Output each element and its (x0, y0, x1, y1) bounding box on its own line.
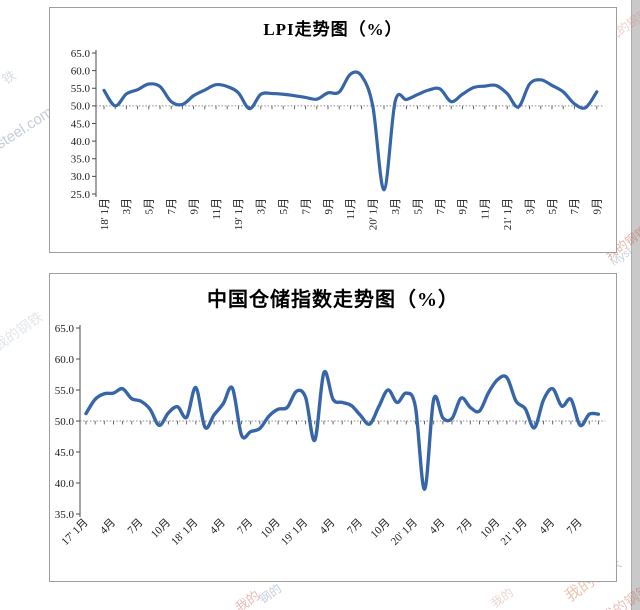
svg-text:25.0: 25.0 (71, 189, 91, 201)
svg-text:60.0: 60.0 (71, 65, 91, 77)
svg-text:50.0: 50.0 (71, 101, 91, 113)
mysteel-watermark: 钢的 (256, 581, 285, 607)
svg-text:17' 1月: 17' 1月 (59, 517, 90, 548)
svg-text:11月: 11月 (480, 198, 492, 220)
svg-text:5月: 5月 (278, 198, 290, 215)
svg-text:40.0: 40.0 (55, 478, 75, 490)
svg-text:4月: 4月 (427, 517, 447, 537)
svg-text:11月: 11月 (345, 198, 357, 220)
svg-text:4月: 4月 (98, 517, 118, 537)
svg-text:35.0: 35.0 (55, 509, 75, 521)
svg-text:7月: 7月 (345, 517, 365, 537)
svg-text:4月: 4月 (537, 517, 557, 537)
svg-text:7月: 7月 (569, 198, 581, 215)
lpi-chart-title: LPI走势图（%） (263, 20, 403, 39)
warehouse-chart-title: 中国仓储指数走势图（%） (207, 289, 459, 311)
warehouse-chart-card: 65.0 60.0 55.0 50.0 45.0 40.0 35.0 17' 1月 4月 7月 10… (49, 273, 617, 582)
mysteel-watermark: 我的 (488, 585, 517, 610)
svg-text:45.0: 45.0 (71, 118, 91, 130)
svg-text:4月: 4月 (208, 517, 228, 537)
svg-text:7月: 7月 (565, 517, 585, 537)
svg-text:65.0: 65.0 (71, 48, 91, 60)
svg-text:7月: 7月 (435, 198, 447, 215)
warehouse-index-trend-chart: 65.060.055.050.045.040.035.017' 1月 4月 7月 10… (55, 323, 606, 548)
svg-text:9月: 9月 (188, 198, 200, 215)
svg-text:18' 1月: 18' 1月 (169, 517, 200, 548)
svg-text:55.0: 55.0 (55, 385, 75, 397)
svg-text:10月: 10月 (478, 517, 502, 541)
mysteel-watermark: 我的 (232, 587, 263, 610)
svg-text:45.0: 45.0 (55, 447, 75, 459)
svg-text:40.0: 40.0 (71, 136, 91, 148)
svg-text:19' 1月: 19' 1月 (279, 517, 310, 548)
svg-text:7月: 7月 (235, 517, 255, 537)
svg-text:65.0: 65.0 (55, 323, 75, 335)
svg-text:3月: 3月 (121, 198, 133, 215)
svg-text:55.0: 55.0 (71, 83, 91, 95)
svg-text:10月: 10月 (259, 517, 283, 541)
svg-text:60.0: 60.0 (55, 354, 75, 366)
page-scrollbar-gutter (631, 0, 640, 610)
svg-text:3月: 3月 (524, 198, 536, 215)
svg-text:5月: 5月 (144, 198, 156, 215)
mysteel-watermark: Mysteel.com (0, 103, 57, 164)
svg-text:35.0: 35.0 (71, 154, 91, 166)
svg-text:10月: 10月 (369, 517, 393, 541)
svg-text:50.0: 50.0 (55, 416, 75, 428)
svg-text:3月: 3月 (390, 198, 402, 215)
svg-text:7月: 7月 (455, 517, 475, 537)
svg-text:9月: 9月 (457, 198, 469, 215)
mysteel-watermark: 铁 (0, 67, 19, 88)
svg-text:19' 1月: 19' 1月 (233, 198, 245, 230)
svg-text:10月: 10月 (149, 517, 173, 541)
svg-text:9月: 9月 (592, 198, 604, 215)
mysteel-watermark: 我的钢铁 (0, 308, 46, 354)
lpi-trend-chart: 65.0 60.0 55.0 50.0 45.0 40.0 35.0 30.0 25.0 18' … (71, 48, 604, 230)
svg-text:20' 1月: 20' 1月 (389, 517, 420, 548)
lpi-chart-card: 65.0 60.0 55.0 50.0 45.0 40.0 35.0 30.0 25.0 18' … (49, 7, 617, 253)
svg-text:11月: 11月 (211, 198, 223, 220)
svg-text:20' 1月: 20' 1月 (368, 198, 380, 230)
svg-text:18' 1月: 18' 1月 (99, 198, 111, 230)
svg-text:21' 1月: 21' 1月 (502, 198, 514, 230)
svg-text:5月: 5月 (412, 198, 424, 215)
svg-text:7月: 7月 (300, 198, 312, 215)
svg-text:9月: 9月 (323, 198, 335, 215)
svg-text:7月: 7月 (125, 517, 145, 537)
svg-text:5月: 5月 (547, 198, 559, 215)
svg-text:7月: 7月 (166, 198, 178, 215)
svg-text:3月: 3月 (256, 198, 268, 215)
svg-text:30.0: 30.0 (71, 171, 91, 183)
svg-text:4月: 4月 (318, 517, 338, 537)
svg-text:21' 1月: 21' 1月 (499, 517, 530, 548)
